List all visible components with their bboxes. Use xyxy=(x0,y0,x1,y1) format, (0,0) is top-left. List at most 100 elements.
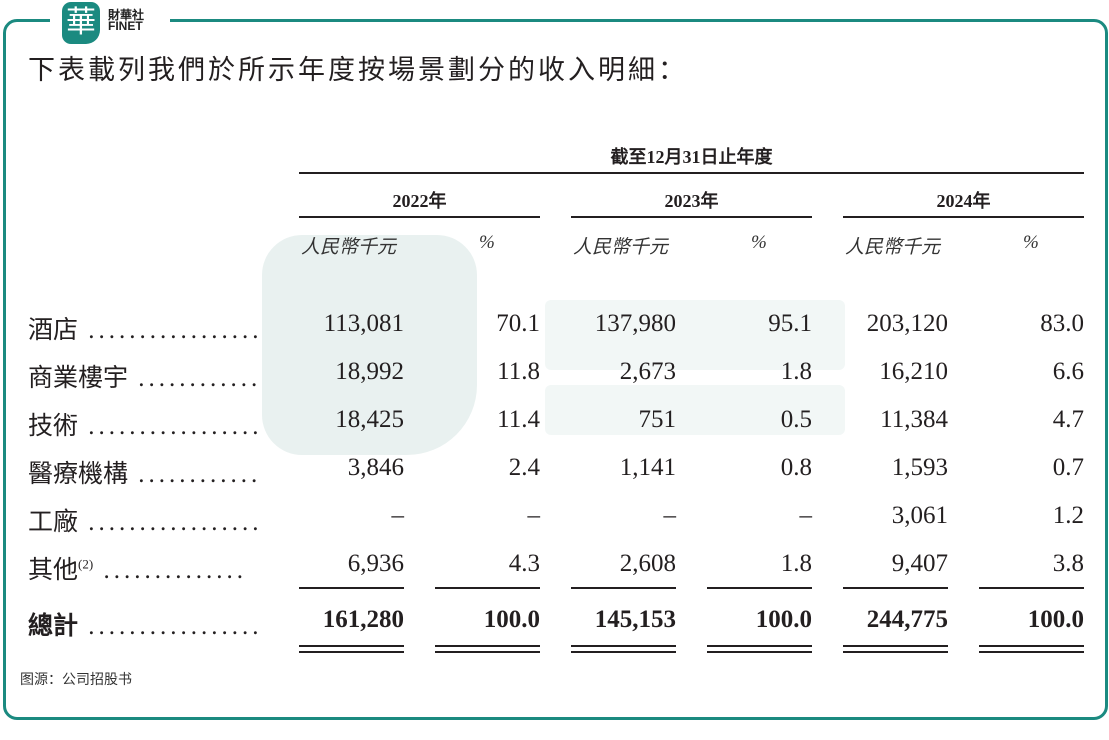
row-label: 酒店 ................. xyxy=(28,310,263,346)
table-cell: 11.4 xyxy=(497,406,540,433)
table-cell: – xyxy=(391,502,405,529)
table-cell: 2.4 xyxy=(508,454,540,481)
table-cell: – xyxy=(663,502,677,529)
table-cell: 137,980 xyxy=(594,310,676,337)
total-cell: 100.0 xyxy=(1027,606,1084,633)
total-label: 總計 ................. xyxy=(28,606,263,642)
year-header: 2022年 xyxy=(392,191,447,211)
total-double-rule xyxy=(435,645,540,647)
table-cell: 0.8 xyxy=(780,454,812,481)
unit-amount: 人民幣千元 xyxy=(845,237,941,258)
leader-dots: .............. xyxy=(93,557,247,584)
subtotal-rule xyxy=(707,587,812,589)
leader-dots: ................. xyxy=(78,413,263,440)
table-cell: 6.6 xyxy=(1052,358,1084,385)
brand-cn: 財華社 xyxy=(108,8,145,22)
total-double-rule xyxy=(979,651,1084,653)
table-cell: 0.7 xyxy=(1052,454,1084,481)
total-double-rule xyxy=(571,651,676,653)
leader-dots: ................. xyxy=(78,613,263,640)
table-cell: 11,384 xyxy=(880,406,948,433)
watermark-wordmark-en xyxy=(545,385,845,435)
table-cell: 0.5 xyxy=(780,406,812,433)
table-cell: 95.1 xyxy=(768,310,812,337)
row-label: 工廠 ................. xyxy=(28,502,263,538)
table-cell: 4.3 xyxy=(508,550,540,577)
row-label-text: 醫療機構 xyxy=(28,461,129,488)
table-cell: 1.2 xyxy=(1052,502,1084,529)
row-label: 醫療機構 ............ xyxy=(28,454,261,490)
finet-logo: 華 xyxy=(62,2,100,44)
table-cell: 11.8 xyxy=(497,358,540,385)
row-label-text: 酒店 xyxy=(28,317,79,344)
table-cell: 203,120 xyxy=(866,310,948,337)
unit-percent: % xyxy=(751,232,767,253)
row-label-text: 工廠 xyxy=(28,509,79,536)
unit-percent: % xyxy=(479,232,495,253)
leader-dots: ............ xyxy=(128,365,262,392)
total-double-rule xyxy=(843,645,948,647)
table-cell: 2,673 xyxy=(619,358,676,385)
row-label-text: 其他 xyxy=(28,557,79,584)
table-cell: 113,081 xyxy=(323,310,404,337)
subtotal-rule xyxy=(843,587,948,589)
table-cell: 3.8 xyxy=(1052,550,1084,577)
total-cell: 100.0 xyxy=(755,606,812,633)
total-label-text: 總計 xyxy=(28,613,79,640)
row-label: 技術 ................. xyxy=(28,406,263,442)
table-cell: 1,593 xyxy=(891,454,948,481)
table-cell: 9,407 xyxy=(891,550,948,577)
unit-amount: 人民幣千元 xyxy=(301,237,397,258)
total-double-rule xyxy=(707,645,812,647)
year-header: 2024年 xyxy=(936,191,991,211)
subtotal-rule xyxy=(435,587,540,589)
leader-dots: ............ xyxy=(128,461,262,488)
table-cell: 4.7 xyxy=(1052,406,1084,433)
table-cell: 751 xyxy=(638,406,677,433)
table-cell: 1.8 xyxy=(780,358,812,385)
total-cell: 244,775 xyxy=(866,606,948,633)
year-header: 2023年 xyxy=(664,191,719,211)
row-label-text: 商業樓宇 xyxy=(28,365,129,392)
footnote-marker: (2) xyxy=(78,556,94,572)
header-rule xyxy=(299,172,1084,174)
period-header: 截至12月31日止年度 xyxy=(610,147,773,167)
table-cell: 18,992 xyxy=(335,358,404,385)
total-cell: 145,153 xyxy=(594,606,676,633)
source-note: 图源：公司招股书 xyxy=(20,671,132,687)
year-rule xyxy=(843,216,1084,218)
watermark-wordmark-cn xyxy=(545,300,845,370)
page-title: 下表載列我們於所示年度按場景劃分的收入明細： xyxy=(28,55,688,85)
total-double-rule xyxy=(707,651,812,653)
total-double-rule xyxy=(435,651,540,653)
brand-en: FINET xyxy=(108,19,143,33)
table-cell: 18,425 xyxy=(335,406,404,433)
total-double-rule xyxy=(843,651,948,653)
table-cell: 1.8 xyxy=(780,550,812,577)
row-label-text: 技術 xyxy=(28,413,79,440)
subtotal-rule xyxy=(571,587,676,589)
total-double-rule xyxy=(979,645,1084,647)
total-double-rule xyxy=(571,645,676,647)
unit-amount: 人民幣千元 xyxy=(573,237,669,258)
total-cell: 100.0 xyxy=(483,606,540,633)
year-rule xyxy=(299,216,540,218)
row-label: 商業樓宇 ............ xyxy=(28,358,261,394)
table-cell: 3,061 xyxy=(891,502,948,529)
table-cell: 1,141 xyxy=(619,454,676,481)
finet-logo-text: 財華社 FINET xyxy=(108,8,145,33)
leader-dots: ................. xyxy=(78,317,263,344)
unit-percent: % xyxy=(1023,232,1039,253)
subtotal-rule xyxy=(979,587,1084,589)
total-cell: 161,280 xyxy=(322,606,404,633)
table-cell: 2,608 xyxy=(619,550,676,577)
table-cell: 16,210 xyxy=(879,358,948,385)
table-cell: 70.1 xyxy=(496,310,540,337)
table-cell: – xyxy=(799,502,813,529)
table-cell: 83.0 xyxy=(1040,310,1084,337)
year-rule xyxy=(571,216,812,218)
row-label: 其他(2) .............. xyxy=(28,550,247,586)
total-double-rule xyxy=(299,645,404,647)
table-cell: 6,936 xyxy=(347,550,404,577)
subtotal-rule xyxy=(299,587,404,589)
